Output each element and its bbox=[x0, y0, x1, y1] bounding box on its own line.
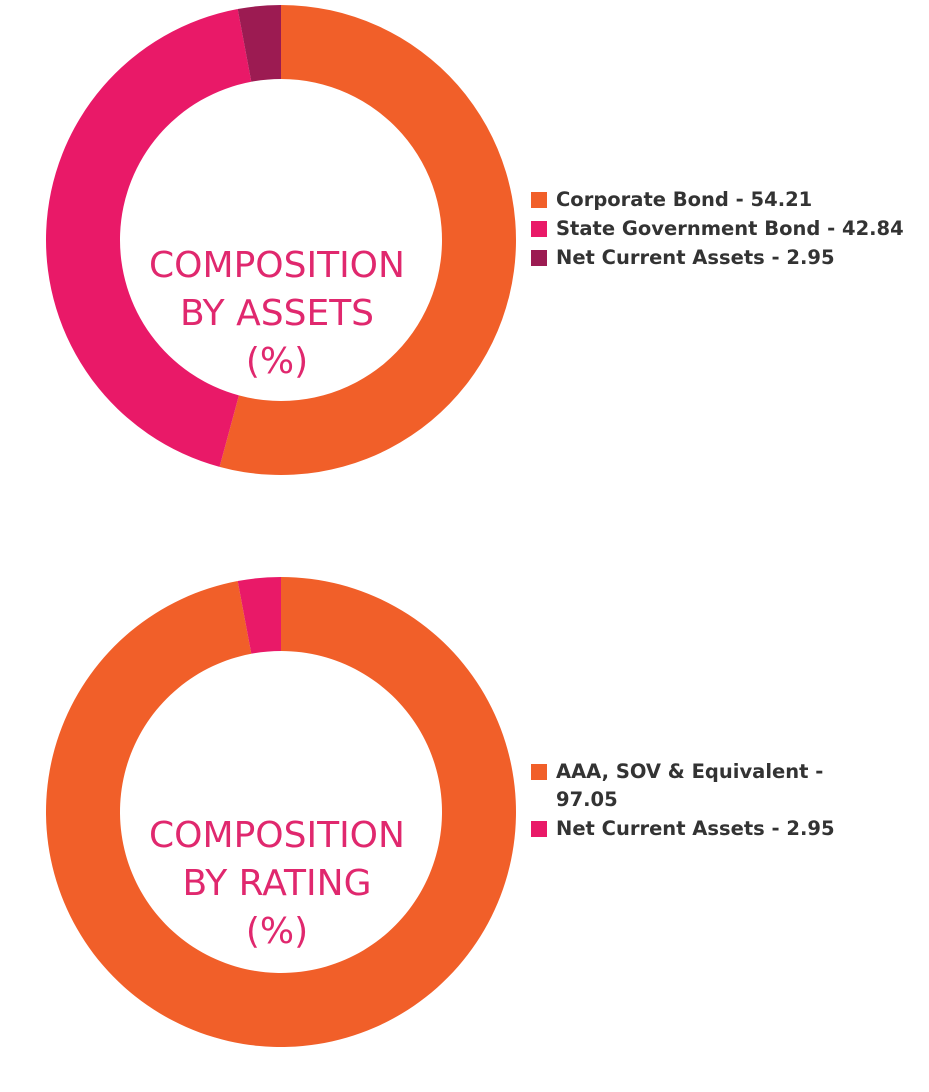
donut-slice-net-current-assets bbox=[237, 577, 281, 654]
legend-label: AAA, SOV & Equivalent - 97.05 bbox=[556, 760, 824, 811]
legend-label: State Government Bond - 42.84 bbox=[556, 217, 904, 240]
legend-item-net-current-assets: Net Current Assets - 2.95 bbox=[531, 815, 921, 843]
legend-swatch bbox=[531, 764, 547, 780]
rating-legend: AAA, SOV & Equivalent - 97.05 Net Curren… bbox=[531, 758, 921, 844]
donut-slice-corporate-bond bbox=[219, 5, 517, 475]
rating-title-line-3: (%) bbox=[245, 911, 309, 952]
legend-swatch bbox=[531, 192, 547, 208]
legend-swatch bbox=[531, 221, 547, 237]
assets-donut-chart: COMPOSITION BY ASSETS (%) Corporate Bond… bbox=[0, 0, 929, 520]
legend-swatch bbox=[531, 250, 547, 266]
assets-legend: Corporate Bond - 54.21 State Government … bbox=[531, 186, 921, 273]
legend-swatch bbox=[531, 821, 547, 837]
legend-item-state-government-bond: State Government Bond - 42.84 bbox=[531, 215, 921, 243]
legend-item-corporate-bond: Corporate Bond - 54.21 bbox=[531, 186, 921, 214]
legend-label: Net Current Assets - 2.95 bbox=[556, 246, 835, 269]
rating-donut-chart: COMPOSITION BY RATING (%) AAA, SOV & Equ… bbox=[0, 572, 929, 1092]
legend-label: Net Current Assets - 2.95 bbox=[556, 817, 835, 840]
legend-item-aaa-sov-equivalent: AAA, SOV & Equivalent - 97.05 bbox=[531, 758, 856, 814]
legend-item-net-current-assets: Net Current Assets - 2.95 bbox=[531, 244, 921, 272]
assets-donut-svg bbox=[46, 5, 517, 475]
assets-title-line-2: BY ASSETS bbox=[179, 293, 375, 334]
rating-chart-title: COMPOSITION BY RATING (%) bbox=[116, 812, 438, 956]
legend-label: Corporate Bond - 54.21 bbox=[556, 188, 813, 211]
assets-title-line-3: (%) bbox=[245, 341, 309, 382]
assets-title-line-1: COMPOSITION bbox=[149, 245, 405, 286]
donut-slice-aaa-sov-equivalent bbox=[45, 577, 516, 1047]
donut-slice-net-current-assets bbox=[237, 5, 281, 82]
donut-slice-state-government-bond bbox=[46, 9, 252, 467]
rating-title-line-2: BY RATING bbox=[182, 863, 372, 904]
rating-donut-svg bbox=[45, 577, 516, 1047]
rating-title-line-1: COMPOSITION bbox=[149, 815, 405, 856]
assets-chart-title: COMPOSITION BY ASSETS (%) bbox=[116, 242, 438, 386]
